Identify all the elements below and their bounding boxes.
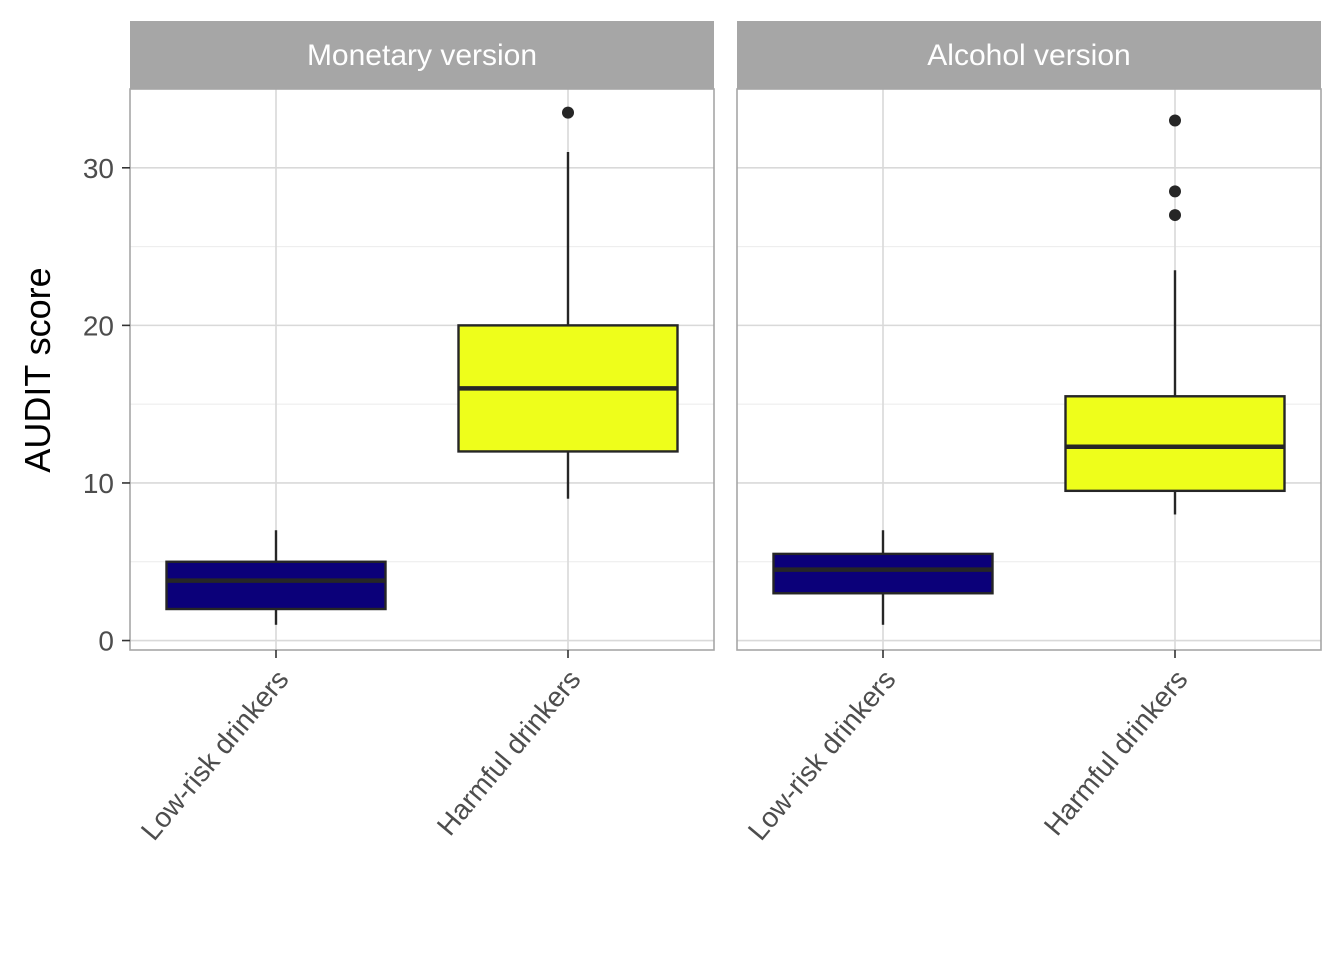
y-tick-label: 30 [83,153,114,184]
y-axis-title: AUDIT score [17,267,58,472]
x-tick-label: Low-risk drinkers [135,664,295,846]
outlier-point [1169,185,1181,198]
facet-panels: Monetary version Low-risk drinkers Harmful… [83,21,1322,846]
y-tick-label: 10 [83,468,114,499]
outlier-point [562,106,574,119]
box-0 [165,530,387,625]
y-tick-label: 0 [98,626,114,657]
facet-strip [130,21,714,89]
facet-title: Alcohol version [927,39,1130,72]
x-tick-label: Harmful drinkers [431,664,587,841]
box-1 [1064,114,1286,515]
box-iqr [1064,395,1286,493]
box-0 [772,530,994,625]
y-axis-title-group: AUDIT score [17,267,58,472]
box-iqr [165,560,387,611]
outlier-point [1169,114,1181,127]
box-1 [457,106,679,499]
x-tick-label: Low-risk drinkers [742,664,902,846]
facet-panel-1: Alcohol version Low-risk drinkers Harmful … [736,21,1322,846]
facet-panel-0: Monetary version Low-risk drinkers Harmful… [83,21,715,846]
y-tick-label: 20 [83,310,114,341]
box-iqr [772,552,994,595]
outlier-point [1169,209,1181,222]
x-tick-label: Harmful drinkers [1038,664,1194,841]
facet-title: Monetary version [307,39,537,72]
facet-strip [737,21,1321,89]
